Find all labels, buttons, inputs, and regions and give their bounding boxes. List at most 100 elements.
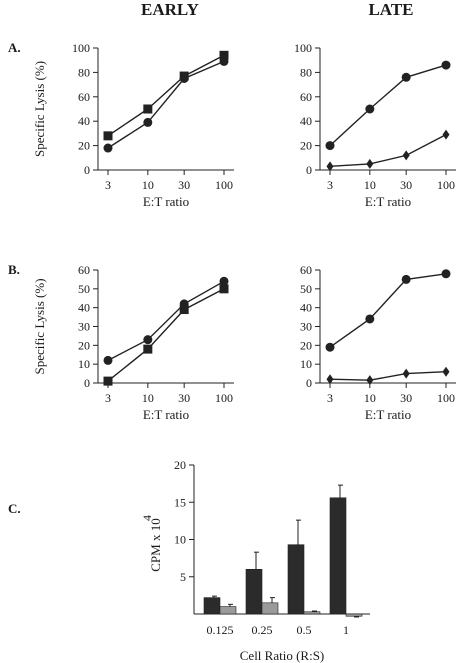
series-line-a-late-0: [329, 64, 447, 147]
y-axis-label-c: CPM x 10: [148, 518, 163, 571]
y-tick-label-b-early-2: 20: [78, 338, 90, 352]
data-point-a-early-1-0: [103, 143, 113, 153]
y-tick-label-b-early-5: 50: [78, 282, 90, 296]
y-tick-label-b-early-4: 40: [78, 301, 90, 315]
x-axis-label-b-early: E:T ratio: [143, 407, 189, 422]
data-point-a-early-0-3: [219, 50, 229, 60]
data-point-a-early-1-1: [143, 117, 153, 127]
y-tick-label-a-early-1: 20: [78, 139, 90, 153]
bar-1-1: [261, 602, 279, 615]
data-point-b-early-1-1: [143, 344, 153, 354]
data-point-a-early-0-0: [103, 131, 113, 141]
series-line-b-late-1: [329, 371, 447, 381]
series-line-b-late-0: [329, 273, 447, 348]
y-tick-label-a-late-0: 0: [306, 163, 312, 177]
bar-2-1: [303, 611, 321, 615]
data-point-b-early-0-0: [103, 355, 113, 365]
series-line-b-early-0: [107, 280, 225, 362]
x-tick-label-c-3: 1: [343, 623, 349, 637]
series-line-b-early-1: [107, 288, 225, 382]
panel-letter-b-early: B.: [8, 262, 20, 277]
x-tick-label-a-late-1: 10: [364, 178, 376, 192]
data-point-b-early-0-1: [143, 335, 153, 345]
data-point-a-late-1-2: [402, 150, 410, 161]
y-tick-label-a-late-5: 100: [294, 41, 312, 55]
y-tick-label-a-early-2: 40: [78, 114, 90, 128]
data-point-a-early-1-2: [179, 74, 189, 83]
data-point-b-early-0-3: [219, 276, 229, 286]
y-tick-label-c-0: 5: [180, 570, 186, 584]
x-axis-label-a-early: E:T ratio: [143, 194, 189, 209]
x-tick-label-b-late-3: 100: [437, 391, 455, 405]
data-point-a-early-0-1: [143, 104, 153, 114]
y-tick-label-a-late-2: 40: [300, 114, 312, 128]
chart-a-late: 0 20 40 60 80 100 3 10 30 100 E:T ratio: [294, 41, 456, 209]
x-tick-label-a-early-2: 30: [178, 178, 190, 192]
x-tick-label-b-late-0: 3: [327, 391, 333, 405]
bar-0-0: [203, 597, 221, 615]
bar-3-1: [345, 613, 363, 617]
y-tick-label-a-late-3: 60: [300, 90, 312, 104]
panel-letter-c: C.: [8, 501, 21, 516]
x-axis-label-c: Cell Ratio (R:S): [240, 648, 325, 663]
x-tick-label-a-late-3: 100: [437, 178, 455, 192]
y-tick-label-b-late-0: 0: [306, 376, 312, 390]
y-axis-label-a-early: Specific Lysis (%): [32, 61, 47, 157]
bar-1-0: [245, 568, 263, 615]
x-tick-label-c-2: 0.5: [297, 623, 312, 637]
x-tick-label-a-late-2: 30: [400, 178, 412, 192]
y-tick-label-c-2: 15: [174, 495, 186, 509]
x-axis-label-a-late: E:T ratio: [365, 194, 411, 209]
x-tick-label-b-late-2: 30: [400, 391, 412, 405]
x-tick-label-a-early-1: 10: [142, 178, 154, 192]
x-tick-label-a-early-3: 100: [215, 178, 233, 192]
data-point-b-late-1-1: [366, 375, 374, 386]
y-tick-label-b-early-1: 10: [78, 357, 90, 371]
chart-b-late: 0 10 20 30 40 50 60 3 10 30 100 E:T ratio: [300, 263, 456, 422]
column-title-late: LATE: [368, 0, 413, 19]
data-point-a-late-0-3: [441, 60, 451, 70]
x-tick-label-b-early-3: 100: [215, 391, 233, 405]
y-tick-label-a-early-3: 60: [78, 90, 90, 104]
x-tick-label-b-early-1: 10: [142, 391, 154, 405]
y-tick-label-b-late-5: 50: [300, 282, 312, 296]
y-tick-label-c-1: 10: [174, 533, 186, 547]
x-tick-label-b-late-1: 10: [364, 391, 376, 405]
data-point-b-late-0-1: [365, 314, 375, 324]
data-point-a-late-0-0: [325, 141, 335, 151]
bar-2-0: [287, 544, 305, 615]
x-tick-label-b-early-0: 3: [105, 391, 111, 405]
x-axis-label-b-late: E:T ratio: [365, 407, 411, 422]
data-point-b-late-0-2: [401, 274, 411, 284]
bar-3-0: [329, 497, 347, 615]
y-tick-label-a-early-0: 0: [84, 163, 90, 177]
y-tick-label-a-early-5: 100: [72, 41, 90, 55]
y-tick-label-b-late-1: 10: [300, 357, 312, 371]
data-point-b-late-0-3: [441, 269, 451, 279]
data-point-b-late-1-3: [442, 366, 450, 377]
bar-0-1: [219, 606, 237, 615]
series-line-a-early-0: [107, 54, 225, 137]
chart-a-early: A. 0 20 40 60 80 100 3 10 30 100 E:T ratio Specific …: [8, 40, 234, 209]
series-line-a-late-1: [329, 133, 447, 167]
x-tick-label-c-0: 0.125: [207, 623, 234, 637]
data-point-a-late-1-0: [326, 161, 334, 172]
y-axis-exponent-c: 4: [140, 515, 154, 521]
y-tick-label-b-early-3: 30: [78, 320, 90, 334]
y-tick-label-a-late-1: 20: [300, 139, 312, 153]
x-tick-label-b-early-2: 30: [178, 391, 190, 405]
y-tick-label-b-early-6: 60: [78, 263, 90, 277]
chart-c-bars: C. 5 10 15 20 0.125 0.25 0.5 1 Cell Ratio (R:S) CP…: [8, 458, 370, 663]
x-tick-label-a-late-0: 3: [327, 178, 333, 192]
data-point-b-late-1-2: [402, 368, 410, 379]
data-point-b-late-0-0: [325, 342, 335, 352]
y-tick-label-b-late-3: 30: [300, 320, 312, 334]
data-point-a-late-0-2: [401, 72, 411, 82]
y-tick-label-a-late-4: 80: [300, 65, 312, 79]
data-point-a-late-1-1: [366, 158, 374, 169]
x-tick-label-a-early-0: 3: [105, 178, 111, 192]
y-tick-label-b-late-4: 40: [300, 301, 312, 315]
data-point-a-late-1-3: [442, 129, 450, 140]
y-tick-label-b-late-2: 20: [300, 338, 312, 352]
chart-b-early: B. 0 10 20 30 40 50 60 3 10 30 100 E:T ratio Specific…: [8, 262, 234, 422]
